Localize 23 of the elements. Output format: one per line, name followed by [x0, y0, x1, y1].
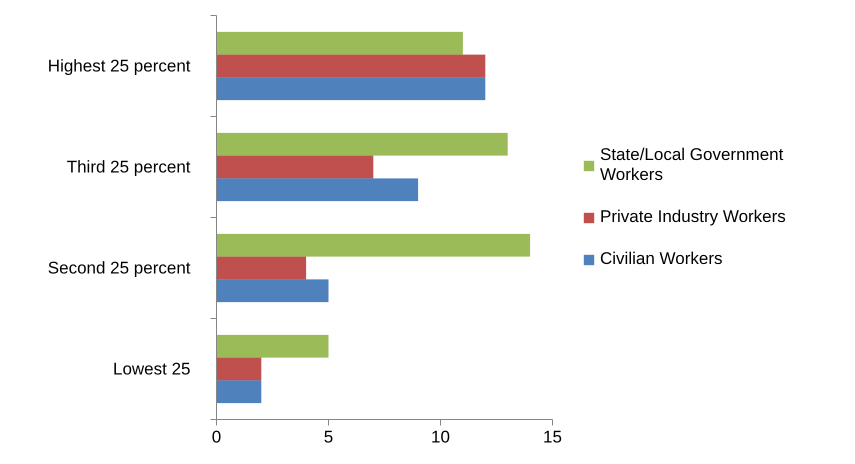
bar — [216, 358, 262, 380]
x-tick-label: 15 — [543, 428, 562, 446]
bar — [216, 234, 530, 257]
y-tick-label: Lowest 25 — [113, 360, 191, 378]
bar — [216, 156, 374, 178]
legend-label: Private Industry Workers — [600, 207, 786, 227]
legend-label: Civilian Workers — [600, 249, 722, 269]
bar — [216, 256, 306, 280]
x-tick-label: 5 — [324, 428, 334, 446]
bar — [216, 380, 262, 404]
bar — [216, 334, 328, 358]
y-tick-label: Third 25 percent — [66, 158, 191, 176]
bar — [216, 54, 486, 78]
x-tick-label: 10 — [431, 428, 450, 446]
bar — [216, 77, 486, 100]
bar — [216, 279, 328, 302]
bar — [216, 32, 463, 55]
y-tick-label: Second 25 percent — [48, 258, 191, 278]
bar — [216, 178, 418, 202]
x-tick-label: 0 — [212, 428, 222, 446]
bar — [216, 132, 508, 156]
y-tick-label: Highest 25 percent — [48, 56, 191, 76]
legend-label: State/Local Government Workers — [600, 145, 784, 185]
